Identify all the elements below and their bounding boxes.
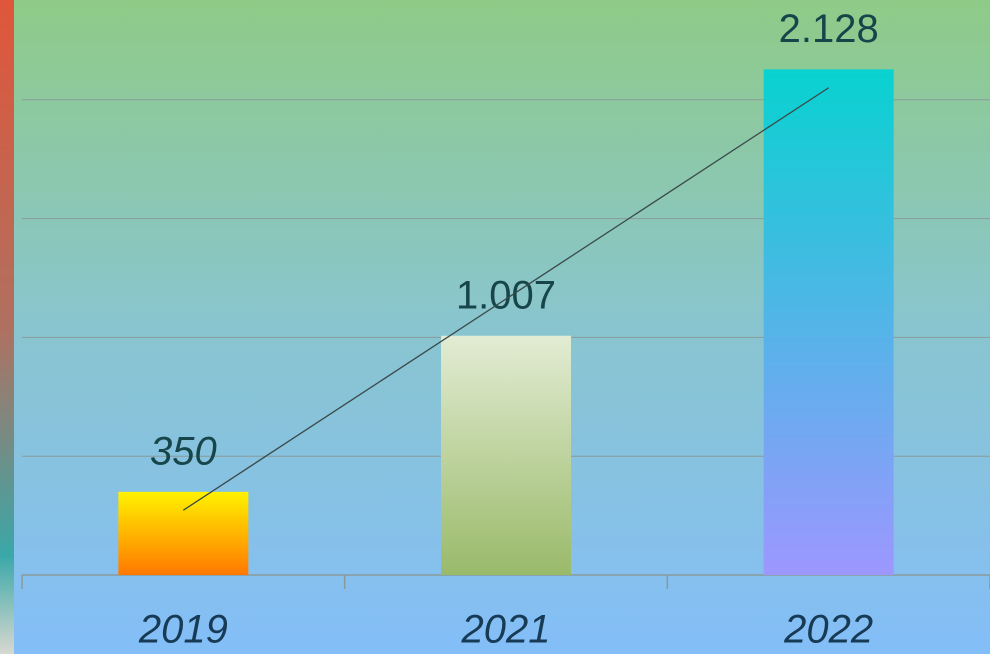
bar xyxy=(763,69,894,576)
x-tick-label: 2021 xyxy=(461,608,551,652)
side-image xyxy=(0,0,14,654)
trendline xyxy=(182,87,830,511)
bar xyxy=(441,335,571,575)
value-label: 350 xyxy=(150,429,217,473)
value-label: 2.128 xyxy=(779,7,879,51)
value-label: 1.007 xyxy=(456,273,556,317)
x-tick-label: 2019 xyxy=(138,608,228,652)
x-tick-label: 2022 xyxy=(783,608,873,652)
bar xyxy=(118,491,249,575)
